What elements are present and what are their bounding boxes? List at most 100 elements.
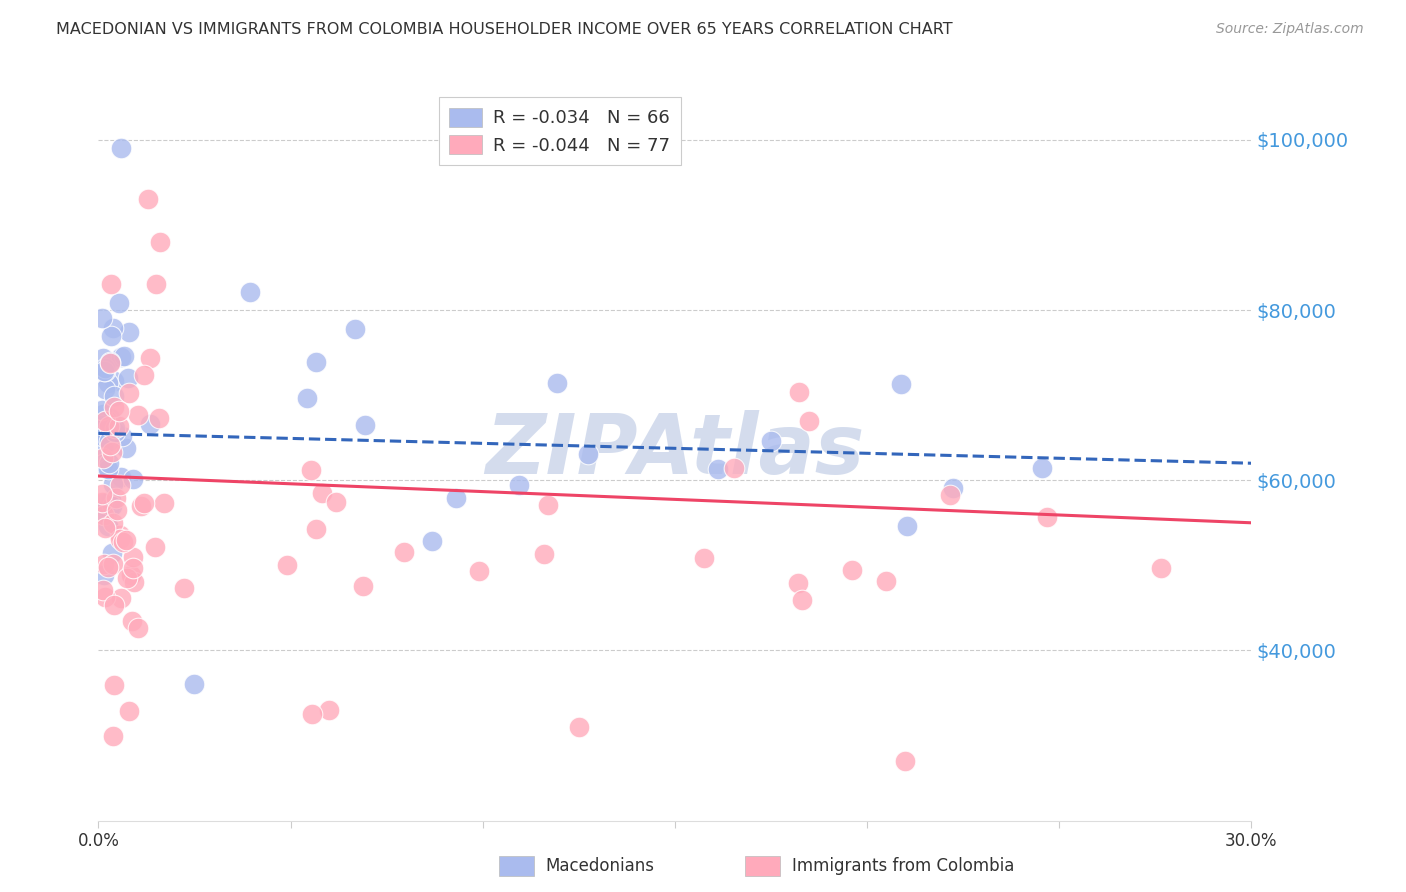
Point [896, 518, 918, 533]
Point [91, 504, 114, 518]
Point [100, 328, 122, 343]
Point [297, 392, 319, 406]
Point [104, 421, 127, 435]
Point [108, 419, 131, 434]
Point [100, 277, 122, 291]
Point [108, 532, 131, 546]
Point [420, 534, 443, 549]
Point [153, 496, 176, 510]
Point [103, 400, 125, 414]
Point [693, 550, 716, 565]
Point [100, 492, 122, 507]
Point [301, 707, 323, 722]
Point [94, 521, 117, 535]
Point [100, 437, 122, 451]
Point [114, 441, 136, 455]
Point [91, 457, 114, 471]
Point [100, 499, 122, 513]
Point [468, 564, 491, 578]
Point [110, 141, 132, 155]
Point [91, 583, 114, 598]
Point [121, 561, 143, 575]
Point [118, 704, 141, 718]
Point [1036, 510, 1059, 524]
Point [148, 410, 170, 425]
Point [143, 540, 166, 554]
Point [939, 488, 962, 502]
Point [446, 491, 468, 505]
Point [110, 470, 132, 484]
Point [707, 462, 730, 476]
Point [546, 376, 568, 391]
Point [93, 430, 115, 444]
Point [121, 549, 143, 564]
Point [94, 426, 117, 441]
Point [97, 456, 120, 470]
Point [533, 548, 555, 562]
Point [1150, 560, 1173, 574]
Text: Immigrants from Colombia: Immigrants from Colombia [792, 857, 1014, 875]
Point [112, 349, 135, 363]
Point [537, 498, 560, 512]
Text: Macedonians: Macedonians [546, 857, 655, 875]
Point [325, 495, 347, 509]
Point [98, 355, 121, 369]
Point [103, 598, 125, 612]
Point [110, 591, 132, 606]
Point [94, 427, 117, 442]
Point [508, 478, 530, 492]
Point [94, 413, 117, 427]
Point [139, 417, 162, 432]
Point [299, 463, 322, 477]
Point [98, 356, 121, 370]
Point [127, 408, 149, 422]
Point [93, 413, 115, 427]
Point [108, 404, 131, 418]
Point [112, 535, 135, 549]
Point [91, 418, 114, 433]
Point [723, 460, 745, 475]
Point [91, 487, 114, 501]
Point [103, 558, 125, 572]
Point [344, 322, 367, 336]
Point [122, 472, 145, 486]
Point [841, 563, 863, 577]
Point [97, 519, 120, 533]
Point [305, 522, 328, 536]
Point [101, 546, 124, 560]
Point [132, 368, 155, 383]
Point [790, 592, 813, 607]
Point [942, 481, 965, 495]
Point [108, 528, 131, 542]
Point [108, 295, 131, 310]
Point [145, 277, 167, 291]
Point [108, 478, 131, 492]
Point [799, 414, 821, 428]
Point [149, 235, 172, 249]
Point [110, 350, 132, 364]
Point [1031, 461, 1053, 475]
Point [121, 614, 143, 628]
Point [118, 325, 141, 339]
Text: ZIPAtlas: ZIPAtlas [485, 410, 865, 491]
Point [91, 351, 114, 365]
Point [98, 424, 121, 438]
Point [104, 491, 127, 506]
Point [98, 434, 121, 448]
Point [103, 389, 125, 403]
Point [93, 508, 115, 523]
Point [94, 383, 117, 397]
Point [105, 503, 128, 517]
Point [138, 193, 160, 207]
Point [91, 440, 114, 454]
Text: Source: ZipAtlas.com: Source: ZipAtlas.com [1216, 22, 1364, 37]
Point [91, 403, 114, 417]
Point [304, 355, 326, 369]
Point [759, 434, 782, 449]
Point [100, 444, 122, 458]
Point [576, 447, 599, 461]
Point [93, 364, 115, 378]
Point [103, 516, 125, 531]
Point [97, 560, 120, 574]
Point [183, 677, 205, 691]
